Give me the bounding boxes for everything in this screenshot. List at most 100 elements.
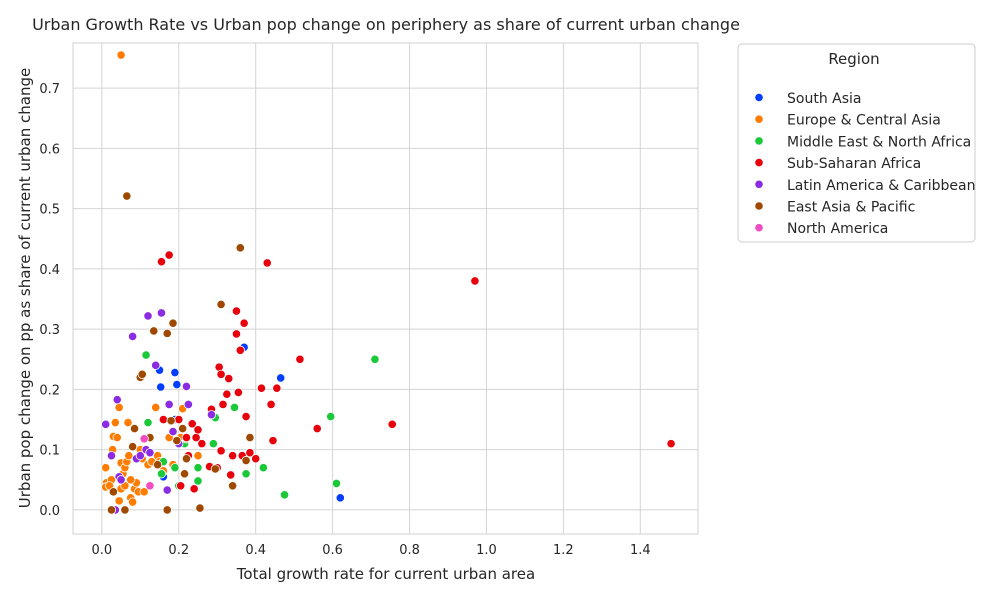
legend-marker (754, 114, 764, 124)
data-point (151, 402, 161, 413)
data-point (112, 395, 122, 405)
data-point (251, 454, 261, 464)
legend-label: Europe & Central Asia (787, 113, 941, 129)
data-point (179, 469, 190, 479)
data-point (116, 475, 126, 485)
x-tick-label: 0.4 (245, 543, 266, 558)
data-point (123, 417, 133, 428)
data-point (120, 505, 130, 515)
data-point (272, 383, 282, 393)
data-point (108, 487, 118, 497)
legend-marker (754, 92, 764, 103)
legend-label: South Asia (787, 91, 861, 107)
data-point (156, 382, 166, 392)
x-tick-label: 0.6 (322, 543, 343, 558)
data-point (241, 411, 251, 422)
data-point (218, 399, 228, 410)
data-point (226, 470, 236, 480)
y-tick-label: 0.4 (39, 263, 60, 278)
series-east-asia-pacific (106, 191, 255, 515)
data-point (139, 434, 149, 444)
data-point (266, 399, 276, 410)
data-point (229, 402, 240, 413)
legend-marker (754, 223, 764, 233)
legend-label: Sub-Saharan Africa (787, 156, 921, 172)
y-tick-label: 0.7 (39, 82, 60, 97)
data-point (106, 505, 117, 515)
data-point (208, 439, 218, 449)
x-tick-label: 1.0 (476, 543, 497, 558)
data-point (168, 318, 178, 328)
x-tick-label: 0.8 (399, 543, 420, 558)
data-point (137, 369, 147, 379)
data-point (279, 490, 290, 500)
legend-items: South Asia Europe & Central Asia Middle Ea… (754, 91, 976, 237)
legend-marker (754, 158, 764, 168)
data-point (176, 481, 186, 491)
data-point (166, 416, 176, 426)
data-point (128, 442, 138, 452)
data-point (216, 446, 226, 456)
data-point (295, 354, 305, 364)
data-point (210, 464, 220, 474)
data-point (145, 448, 155, 458)
data-point (216, 299, 226, 310)
data-points (101, 50, 676, 515)
data-point (143, 311, 153, 321)
data-point (256, 383, 267, 393)
legend-title: Region (828, 50, 879, 68)
x-axis-label: Total growth rate for current urban area (236, 565, 535, 583)
legend-label: Latin America & Caribbean (787, 178, 976, 194)
data-point (312, 423, 322, 434)
legend-marker (754, 136, 764, 146)
data-point (110, 417, 120, 428)
data-point (231, 306, 242, 316)
data-point (170, 367, 180, 378)
data-point (181, 381, 192, 391)
data-point (172, 379, 182, 390)
data-point (331, 478, 342, 488)
data-point (222, 389, 232, 399)
data-point (126, 475, 136, 485)
data-point (189, 484, 199, 494)
data-point (193, 451, 203, 461)
data-point (174, 414, 184, 425)
y-tick-label: 0.1 (39, 444, 60, 459)
data-point (162, 485, 172, 495)
data-point (156, 257, 167, 267)
data-point (235, 345, 245, 355)
data-point (172, 436, 182, 446)
data-point (151, 360, 161, 370)
data-point (158, 414, 168, 425)
data-point (149, 326, 159, 336)
data-point (245, 448, 255, 458)
x-tick-label: 1.4 (630, 543, 651, 558)
data-point (245, 433, 255, 443)
data-point (258, 463, 268, 473)
data-point (141, 350, 151, 360)
data-point (153, 460, 163, 470)
y-tick-label: 0.6 (39, 142, 60, 157)
data-point (145, 481, 155, 491)
data-point (106, 451, 117, 461)
data-point (164, 250, 174, 260)
data-point (181, 454, 192, 464)
data-point (156, 469, 167, 479)
y-tick-labels: 0.0 0.1 0.2 0.3 0.4 0.5 0.6 0.7 (39, 82, 60, 519)
data-point (122, 191, 132, 201)
data-point (470, 276, 480, 286)
data-point (216, 369, 226, 379)
data-point (143, 417, 153, 428)
y-axis-label: Urban pop change on pp as share of curre… (16, 68, 34, 508)
legend-frame (737, 43, 976, 243)
data-point (181, 433, 192, 443)
data-point (235, 243, 245, 253)
y-tick-label: 0.3 (39, 323, 60, 338)
data-point (276, 373, 286, 383)
data-point (387, 419, 397, 429)
data-point (193, 425, 203, 435)
x-tick-label: 0.0 (92, 543, 113, 558)
data-point (135, 451, 145, 461)
data-point (116, 50, 126, 60)
data-point (162, 328, 172, 338)
